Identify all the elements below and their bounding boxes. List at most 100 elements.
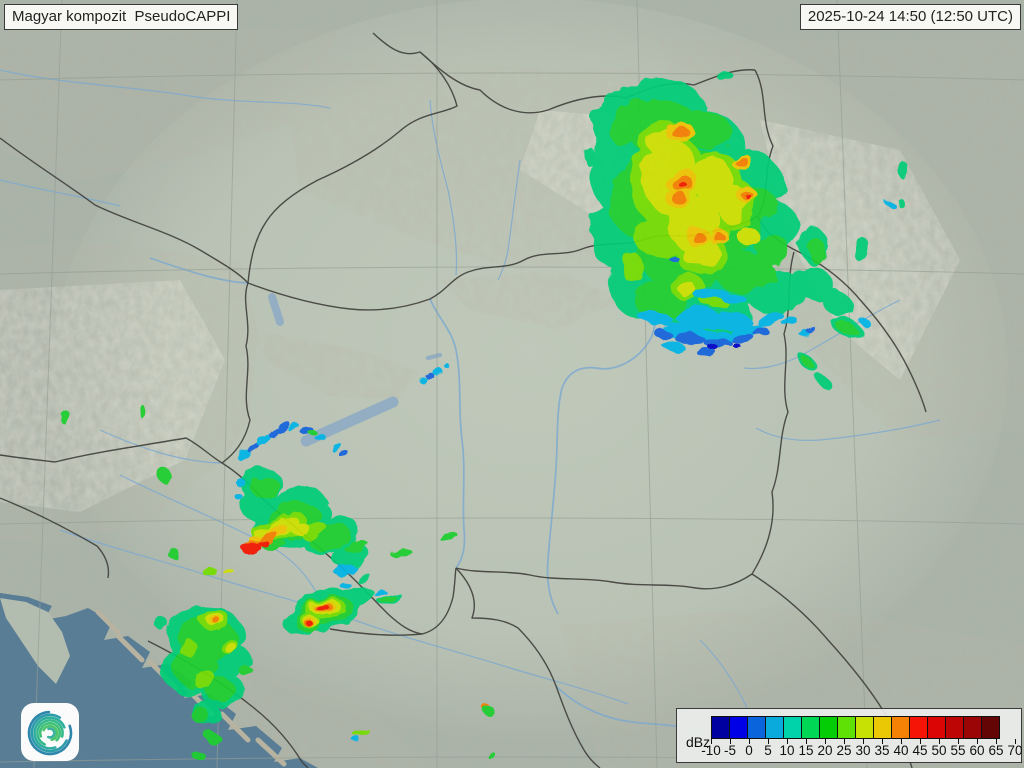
legend-tick-scale: -10 -5 0 5 10 15 20 25 30 35 40 45 50 55 60 65 70 xyxy=(677,709,1023,762)
lake-neusiedl xyxy=(268,293,284,326)
radar-echo-cell xyxy=(807,327,817,335)
lake-velence xyxy=(426,353,442,360)
radar-echo-cell xyxy=(679,112,731,148)
legend-tick-mark xyxy=(939,739,940,744)
radar-echo-cell xyxy=(854,237,870,263)
radar-echo-cell xyxy=(696,348,716,356)
legend-tick-label: 5 xyxy=(764,743,772,758)
radar-echo-cell xyxy=(170,549,180,561)
radar-echo-cell xyxy=(240,667,254,677)
radar-echo-cell xyxy=(620,253,644,281)
legend-tick-mark xyxy=(977,739,978,744)
legend-tick-mark xyxy=(1015,739,1016,744)
legend-color-cell xyxy=(981,716,1000,739)
legend-tick-label: 40 xyxy=(893,743,909,758)
radar-echo-cell xyxy=(732,343,740,347)
border-pl-sk xyxy=(419,51,756,114)
radar-echo-cell xyxy=(817,376,835,392)
legend-tick-label: 60 xyxy=(969,743,985,758)
radar-echo-cell xyxy=(730,332,754,344)
radar-echo-cell xyxy=(694,289,730,301)
radar-echo-cell xyxy=(340,581,350,589)
radar-echo-cell xyxy=(292,524,310,536)
legend-tick-mark xyxy=(920,739,921,744)
legend-tick-mark xyxy=(768,739,769,744)
legend-tick-mark xyxy=(787,739,788,744)
radar-echo-cell xyxy=(203,567,217,577)
radar-echo-cell xyxy=(332,542,368,568)
radar-echo-cell xyxy=(309,430,317,436)
radar-echo-cell xyxy=(674,333,706,345)
radar-echo-cell xyxy=(752,326,768,336)
radar-echo-cell xyxy=(819,288,853,316)
river-inn xyxy=(0,179,121,207)
radar-echo-cell xyxy=(782,317,798,327)
radar-echo-cell xyxy=(608,106,636,146)
radar-echo-cell xyxy=(652,328,672,338)
radar-echo-cell xyxy=(660,339,684,351)
radar-echo-cell xyxy=(266,426,278,436)
radar-echo-cell xyxy=(214,619,222,625)
radar-echo-cell xyxy=(245,440,259,452)
product-title: Magyar kompozit PseudoCAPPI xyxy=(4,4,239,30)
radar-echo-cell xyxy=(254,431,270,445)
legend-tick-mark xyxy=(882,739,883,744)
radar-echo-cell xyxy=(223,567,233,575)
radar-echo-cell xyxy=(746,195,752,199)
radar-echo-cell xyxy=(441,533,459,543)
radar-echo-cell xyxy=(139,406,147,418)
radar-echo-cell xyxy=(327,439,339,449)
radar-echo-cell xyxy=(354,729,370,737)
legend-tick-mark xyxy=(863,739,864,744)
border-it-si xyxy=(0,497,110,579)
radar-echo-cell xyxy=(733,155,747,165)
radar-echo-cell xyxy=(206,732,220,744)
radar-echo-cell xyxy=(159,468,171,484)
radar-echo-cell xyxy=(289,424,301,434)
radar-echo-cell xyxy=(373,588,385,596)
river-mura xyxy=(99,429,223,464)
legend-tick-label: 30 xyxy=(855,743,871,758)
legend-color-bar xyxy=(711,716,1000,739)
radar-echo-cell xyxy=(258,539,268,547)
radar-echo-cell xyxy=(62,410,70,426)
legend-tick-mark xyxy=(749,739,750,744)
borders-layer xyxy=(0,32,927,768)
radar-echoes-layer xyxy=(62,72,910,760)
radar-echo-cell xyxy=(426,372,434,380)
legend-tick-mark xyxy=(844,739,845,744)
legend-tick-label: 55 xyxy=(950,743,966,758)
radar-echo-cell xyxy=(714,234,726,242)
radar-echo-cell xyxy=(390,546,410,558)
adriatic-sea xyxy=(0,593,318,768)
dbz-legend: dBz -10 -5 0 5 10 15 20 25 30 35 40 45 50 55 60 65 70 xyxy=(676,708,1023,763)
radar-echo-cell xyxy=(671,192,687,204)
legend-tick-label: -5 xyxy=(723,743,737,758)
radar-echo-cell xyxy=(484,708,496,716)
radar-echo-cell xyxy=(799,355,817,371)
radar-echo-cell xyxy=(353,737,361,743)
hungaromet-logo xyxy=(21,703,79,761)
radar-echo-cell xyxy=(752,236,792,268)
legend-tick-mark xyxy=(996,739,997,744)
border-ua-ro xyxy=(792,248,927,413)
radar-echo-cell xyxy=(343,539,367,551)
radar-echo-cell xyxy=(315,433,325,441)
legend-tick-mark xyxy=(711,739,712,744)
radar-echo-cell xyxy=(900,163,910,181)
radar-echo-cell xyxy=(834,320,858,336)
radar-echo-cell xyxy=(275,421,291,433)
radar-echo-cell xyxy=(671,126,689,138)
radar-echo-cell xyxy=(234,493,242,499)
border-at-si xyxy=(54,437,223,464)
radar-echo-cell xyxy=(716,72,734,80)
radar-echo-cell xyxy=(244,544,262,556)
radar-echo-cell xyxy=(667,254,677,260)
legend-tick-label: 65 xyxy=(988,743,1004,758)
legend-tick-label: 20 xyxy=(817,743,833,758)
legend-unit-label: dBz xyxy=(686,734,711,750)
radar-echo-cell xyxy=(420,378,428,384)
legend-tick-label: 70 xyxy=(1007,743,1023,758)
radar-echo-cell xyxy=(180,642,200,658)
